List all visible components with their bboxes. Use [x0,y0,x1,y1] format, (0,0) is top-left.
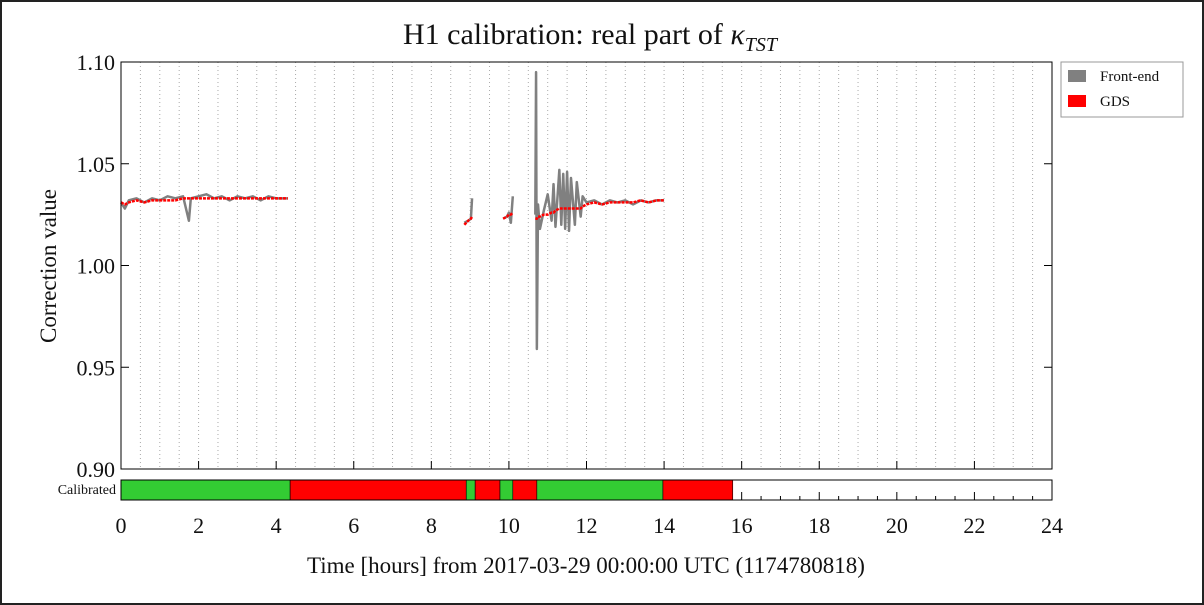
x-tick-label: 8 [426,513,437,538]
segment-frame [120,479,1053,501]
y-tick-label: 1.10 [77,50,116,75]
x-tick-label: 14 [653,513,675,538]
x-tick-label: 2 [193,513,204,538]
segment [512,479,538,501]
title-symbol: κ [730,18,745,51]
x-tick-label: 18 [808,513,830,538]
y-tick-label: 1.00 [77,254,116,279]
plot-frame [120,61,1053,470]
title-text: H1 calibration: real part of [403,18,730,51]
legend-label: Front-end [1100,69,1160,85]
x-tick-label: 6 [348,513,359,538]
y-tick-label: 0.95 [77,355,116,380]
legend-swatch [1068,70,1086,82]
y-tick-label: 0.90 [77,457,116,482]
legend-label: GDS [1100,94,1130,110]
x-axis-label: Time [hours] from 2017-03-29 00:00:00 UT… [307,553,865,578]
y-axis-label: Correction value [36,189,61,343]
y-tick-label: 1.05 [77,152,116,177]
segment [120,479,291,501]
segment [474,479,501,501]
segment [662,479,734,501]
x-tick-label: 10 [498,513,520,538]
title-subscript: TST [745,34,779,56]
data-line [119,70,665,351]
x-tick-label: 4 [271,513,282,538]
segment [499,479,514,501]
x-tick-label: 24 [1041,513,1063,538]
x-tick-label: 16 [731,513,753,538]
x-tick-label: 0 [116,513,127,538]
x-tick-label: 22 [963,513,985,538]
segment [465,479,476,501]
segment [536,479,664,501]
segment-label: Calibrated [58,483,116,498]
x-tick-label: 12 [576,513,598,538]
legend-swatch [1068,95,1086,107]
x-tick-label: 20 [886,513,908,538]
chart-title: H1 calibration: real part of κTST [403,18,779,56]
segment [289,479,467,501]
